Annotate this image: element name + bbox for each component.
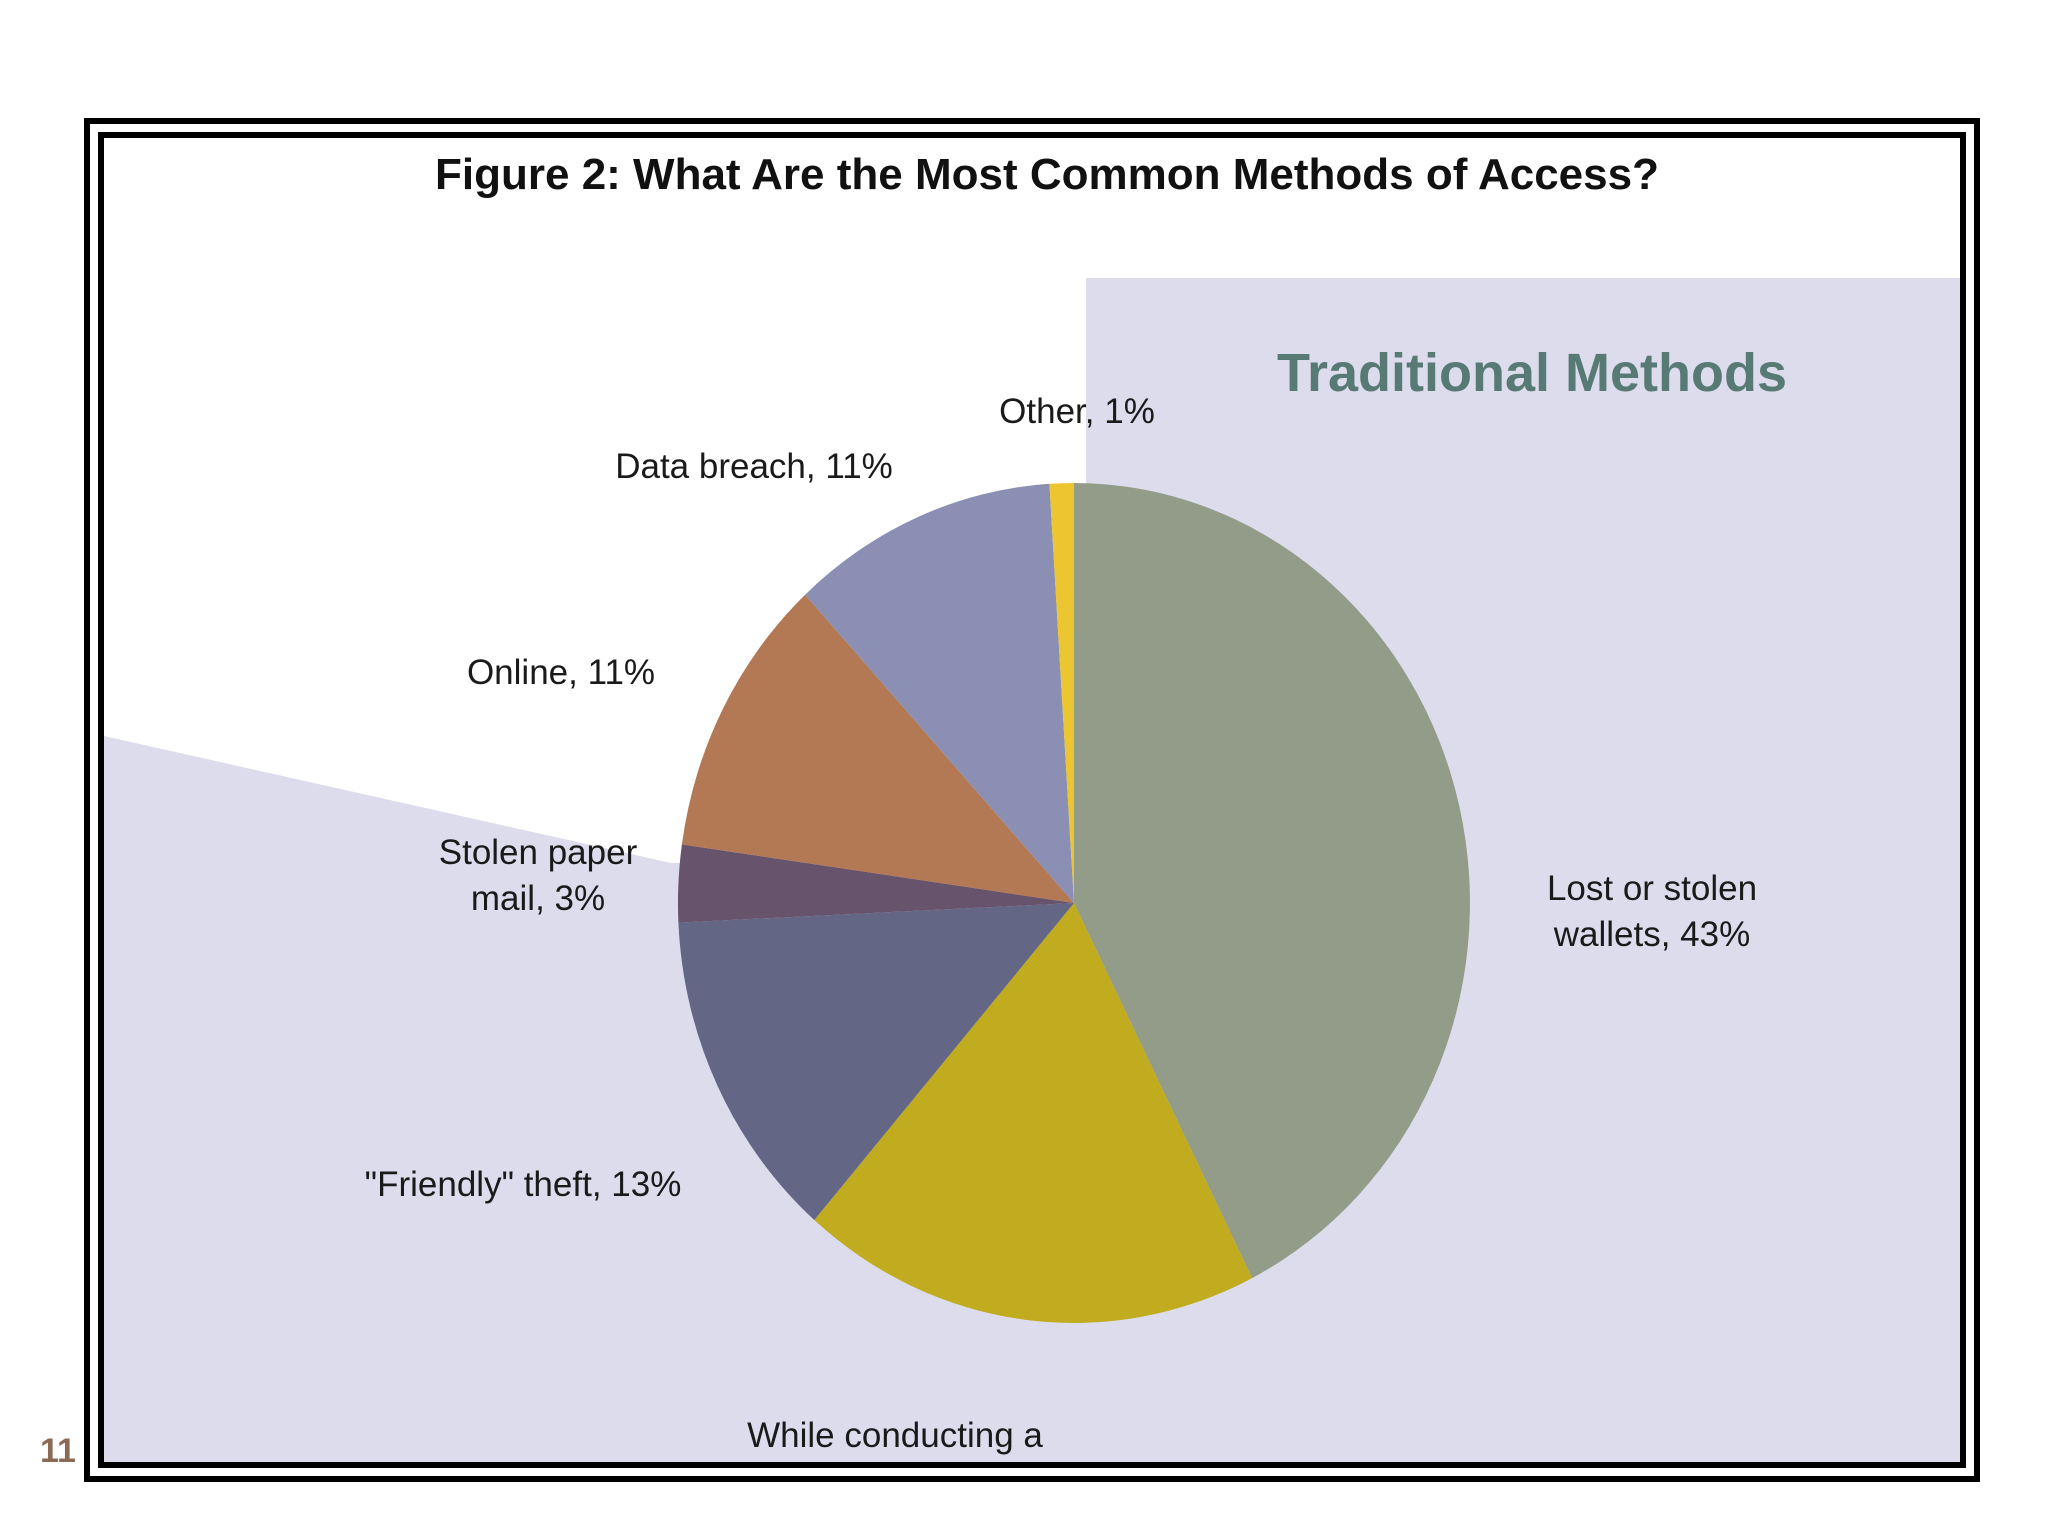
pie-slice-other	[1049, 482, 1074, 903]
slice-label-line: wallets, 43%	[1553, 915, 1750, 954]
pie-slice-while-conducting-a-transaction	[814, 903, 1253, 1323]
slice-label: Other, 1%	[999, 392, 1155, 431]
pie-slices	[677, 482, 1470, 1323]
slice-label-line: Data breach, 11%	[615, 447, 893, 486]
slice-label-line: Online, 11%	[467, 653, 655, 692]
pie-slice-online	[681, 594, 1074, 903]
slice-label-line: mail, 3%	[471, 879, 605, 918]
traditional-methods-annotation: Traditional Methods	[1277, 343, 1787, 403]
pie-slice-data-breach	[805, 483, 1074, 903]
pie-slice-stolen-paper-mail	[677, 844, 1074, 923]
slice-label-line: "Friendly" theft, 13%	[365, 1165, 682, 1204]
pie-slice-lost-or-stolen-wallets	[1074, 483, 1470, 1279]
slice-labels: Lost or stolen wallets, 43% While conducti…	[365, 392, 1757, 1462]
slice-label: While conducting atransaction, 19%	[747, 1416, 1043, 1462]
slice-label: Lost or stolen wallets, 43%	[1547, 869, 1757, 954]
slice-label-line: Lost or stolen	[1547, 869, 1757, 908]
figure-frame: Figure 2: What Are the Most Common Metho…	[98, 132, 1966, 1468]
slice-label: "Friendly" theft, 13%	[365, 1165, 682, 1204]
slice-label: Online, 11%	[467, 653, 655, 692]
slice-label-line: Stolen paper	[439, 833, 638, 872]
slice-label-line: While conducting a	[747, 1416, 1043, 1455]
pie-slice-friendly-theft	[678, 903, 1074, 1220]
chart-title: Figure 2: What Are the Most Common Metho…	[435, 150, 1659, 199]
slice-label: Stolen paper mail, 3%	[439, 833, 638, 918]
pie-chart: Figure 2: What Are the Most Common Metho…	[104, 150, 1960, 1462]
slice-label-line: Other, 1%	[999, 392, 1155, 431]
slice-label: Data breach, 11%	[615, 447, 893, 486]
slide-number: 11	[40, 1432, 76, 1470]
